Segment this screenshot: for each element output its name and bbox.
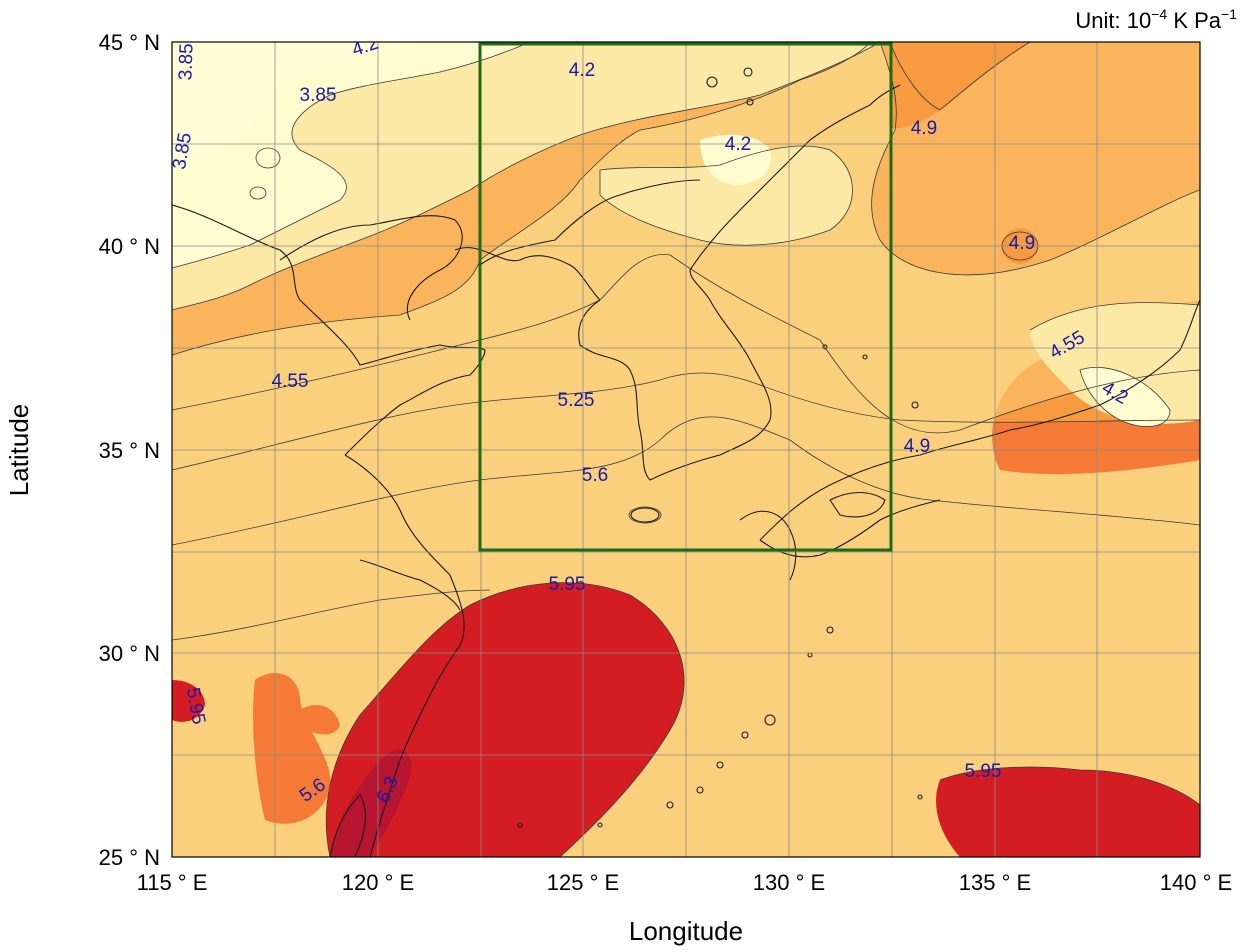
- y-tick-label: 30 ° N: [99, 641, 160, 666]
- contour-label: 4.55: [272, 371, 309, 392]
- field-band-9-core-se: [936, 767, 1200, 857]
- coastlines: [172, 67, 1200, 857]
- contour-label: 3.85: [175, 43, 197, 81]
- field-band-1: [172, 42, 420, 170]
- field-band-9-core-w-2: [330, 749, 411, 857]
- x-tick-label: 135 ° E: [959, 870, 1031, 895]
- contour-label: 4.9: [1009, 233, 1035, 254]
- graticule: [172, 42, 1200, 857]
- field-coastal-pocket-2: [300, 705, 340, 735]
- field-band-9-core-sea: [326, 582, 685, 857]
- y-tick-label: 25 ° N: [99, 845, 160, 870]
- x-tick-label: 125 ° E: [547, 870, 619, 895]
- y-tick-labels: 45 ° N 40 ° N 35 ° N 30 ° N 25 ° N: [99, 30, 160, 870]
- contour-label: 5.95: [965, 761, 1002, 782]
- x-tick-labels: 115 ° E 120 ° E 125 ° E 130 ° E 135 ° E …: [137, 870, 1233, 895]
- contour-label: 5.95: [549, 574, 586, 595]
- field-coastal-pocket: [253, 672, 331, 824]
- unit-label: Unit: 10−4 K Pa−1: [1075, 6, 1237, 33]
- contour-label: 5.6: [582, 465, 608, 486]
- x-tick-label: 130 ° E: [753, 870, 825, 895]
- plot-border: [171, 41, 1201, 858]
- contour-label: 3.85: [300, 85, 337, 106]
- contour-label: 4.9: [911, 118, 937, 139]
- field-band-9-core-w: [172, 680, 205, 722]
- y-tick-label: 45 ° N: [99, 30, 160, 55]
- map-plot-area: 3.85 3.85 3.85 4.2 4.2 4.2 4.2 4.55 4.55…: [172, 42, 1200, 857]
- contour-label: 5.25: [558, 390, 595, 411]
- y-tick-label: 35 ° N: [99, 438, 160, 463]
- contour-label: 4.2: [725, 134, 751, 155]
- contour-label: 4.2: [569, 60, 595, 81]
- x-tick-label: 140 ° E: [1160, 870, 1232, 895]
- y-tick-label: 40 ° N: [99, 234, 160, 259]
- y-axis-title: Latitude: [4, 404, 34, 497]
- isolines: [172, 42, 1200, 857]
- field-warm-tongue-ne-2: [1030, 42, 1200, 120]
- x-tick-label: 115 ° E: [137, 870, 208, 895]
- contour-label: 4.9: [904, 436, 930, 457]
- x-axis-title: Longitude: [629, 916, 743, 946]
- x-tick-label: 120 ° E: [342, 870, 414, 895]
- study-region-box: [478, 42, 893, 552]
